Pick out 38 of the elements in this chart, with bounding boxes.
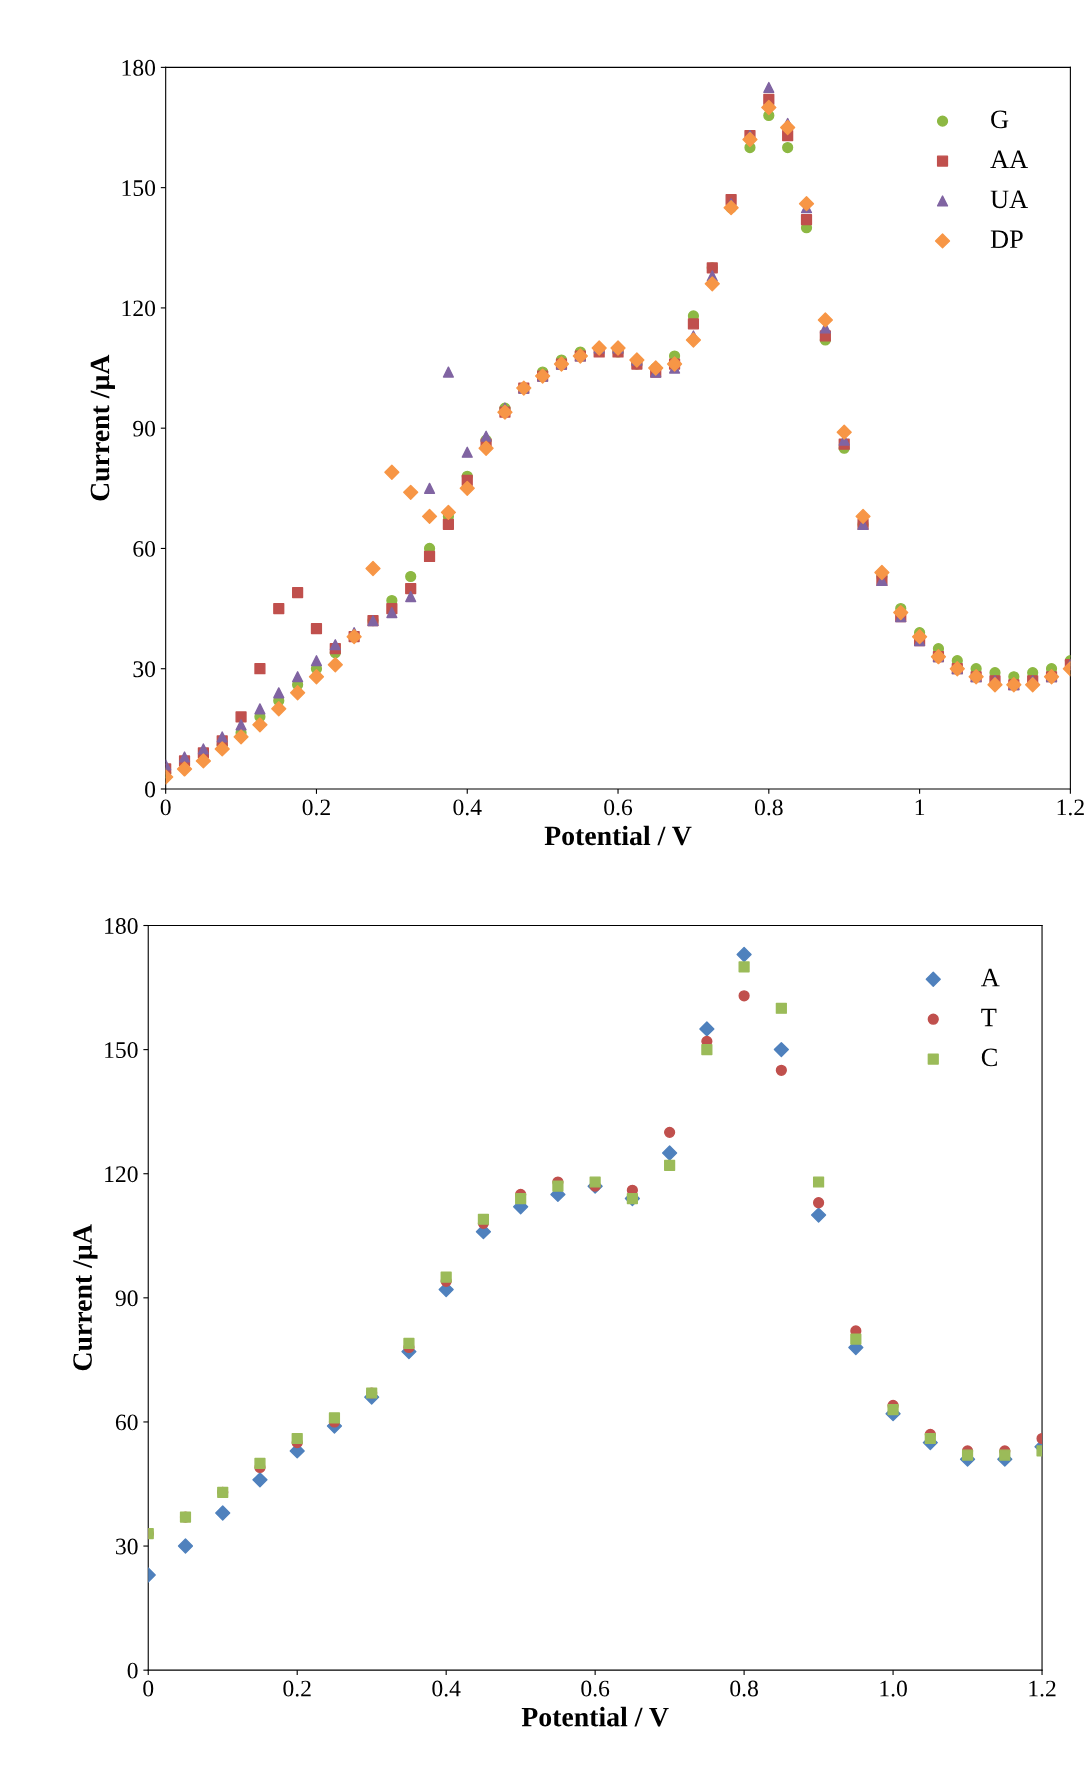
y-tick-label: 60: [133, 540, 156, 557]
y-tick-label: 90: [115, 1290, 138, 1307]
legend-label: UA: [990, 190, 1028, 209]
legend-label: AA: [990, 150, 1028, 168]
y-tick-label: 150: [105, 1042, 138, 1059]
x-tick-label: 0.2: [283, 1680, 311, 1697]
x-tick-label: 0.4: [453, 799, 482, 816]
x-tick-label: 1.0: [880, 1680, 907, 1697]
y-axis-title: Current /µA: [73, 1224, 98, 1371]
legend-label: DP: [990, 230, 1023, 248]
y-tick-label: 0: [145, 781, 156, 798]
x-tick-label: 1.2: [1057, 799, 1084, 816]
x-tick-label: 0.8: [730, 1680, 758, 1697]
legend-label: T: [981, 1008, 997, 1027]
x-tick-label: 0.6: [581, 1680, 610, 1697]
x-tick-label: 0.8: [754, 799, 783, 816]
y-tick-label: 180: [122, 59, 156, 76]
legend-label: A: [981, 968, 1000, 987]
legend-label: C: [981, 1048, 997, 1067]
y-axis-title: Current /µA: [90, 354, 115, 501]
y-tick-label: 0: [127, 1662, 138, 1679]
x-tick-label: 0.6: [604, 799, 633, 816]
legend-label: G: [991, 110, 1009, 129]
x-axis-title: Potential / V: [521, 1706, 669, 1727]
x-tick-label: 0: [160, 799, 171, 816]
y-tick-label: 150: [122, 180, 156, 197]
x-axis-title: Potential / V: [544, 825, 692, 846]
y-tick-label: 90: [133, 420, 156, 437]
y-tick-label: 180: [105, 918, 138, 934]
x-tick-label: 1: [915, 799, 925, 816]
x-tick-label: 0.4: [432, 1680, 461, 1697]
y-tick-label: 120: [122, 300, 156, 317]
x-tick-label: 1.2: [1029, 1680, 1056, 1697]
y-tick-label: 30: [116, 1538, 138, 1555]
y-tick-label: 30: [133, 661, 156, 678]
x-tick-label: 0.2: [302, 799, 330, 816]
y-tick-label: 120: [105, 1166, 138, 1183]
y-tick-label: 60: [115, 1414, 138, 1431]
